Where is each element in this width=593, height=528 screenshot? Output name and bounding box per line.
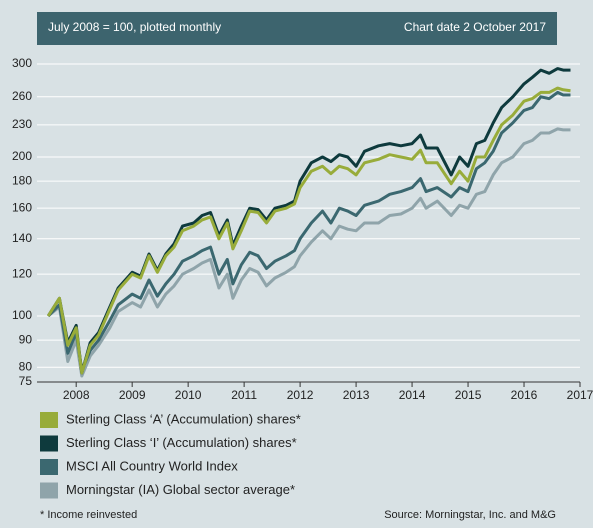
series-line [46, 67, 571, 375]
subtitle: July 2008 = 100, plotted monthly [48, 20, 221, 34]
x-tick-label: 2013 [343, 388, 370, 402]
x-tick-label: 2010 [175, 388, 202, 402]
chart-date: Chart date 2 October 2017 [404, 20, 546, 34]
legend-label: Sterling Class ‘I’ (Accumulation) shares… [66, 435, 297, 450]
series-line [47, 127, 571, 378]
legend-swatch [40, 435, 58, 452]
x-tick-label: 2008 [63, 388, 90, 402]
legend-swatch [40, 412, 58, 428]
y-tick-label: 80 [19, 359, 33, 373]
x-tick-label: 2011 [231, 388, 257, 402]
legend-label: Morningstar (IA) Global sector average* [66, 482, 295, 497]
source: Source: Morningstar, Inc. and M&G [384, 509, 556, 521]
y-tick-label: 160 [12, 200, 32, 214]
y-tick-label: 180 [12, 173, 32, 187]
x-tick-label: 2012 [287, 388, 314, 402]
x-tick-label: 2014 [399, 388, 426, 402]
y-tick-label: 100 [12, 308, 32, 322]
x-tick-label: 2009 [119, 388, 146, 402]
x-tick-label: 2017 [567, 388, 593, 402]
legend-label: Sterling Class ‘A’ (Accumulation) shares… [66, 411, 301, 426]
y-tick-label: 140 [12, 231, 32, 245]
header-bar [37, 12, 557, 45]
y-tick-label: 230 [12, 117, 32, 131]
y-tick-label: 75 [19, 374, 33, 388]
y-tick-label: 300 [12, 56, 32, 70]
y-tick-label: 200 [12, 149, 32, 163]
y-tick-label: 120 [12, 266, 32, 280]
legend-swatch [40, 482, 58, 499]
series-line [46, 86, 571, 375]
legend-label: MSCI All Country World Index [66, 458, 238, 473]
series-line [47, 90, 571, 372]
x-tick-label: 2016 [511, 388, 538, 402]
legend-swatch [40, 459, 58, 475]
y-tick-label: 90 [19, 332, 33, 346]
footnote: * Income reinvested [40, 509, 137, 521]
x-tick-label: 2015 [455, 388, 482, 402]
y-tick-label: 260 [12, 89, 32, 103]
